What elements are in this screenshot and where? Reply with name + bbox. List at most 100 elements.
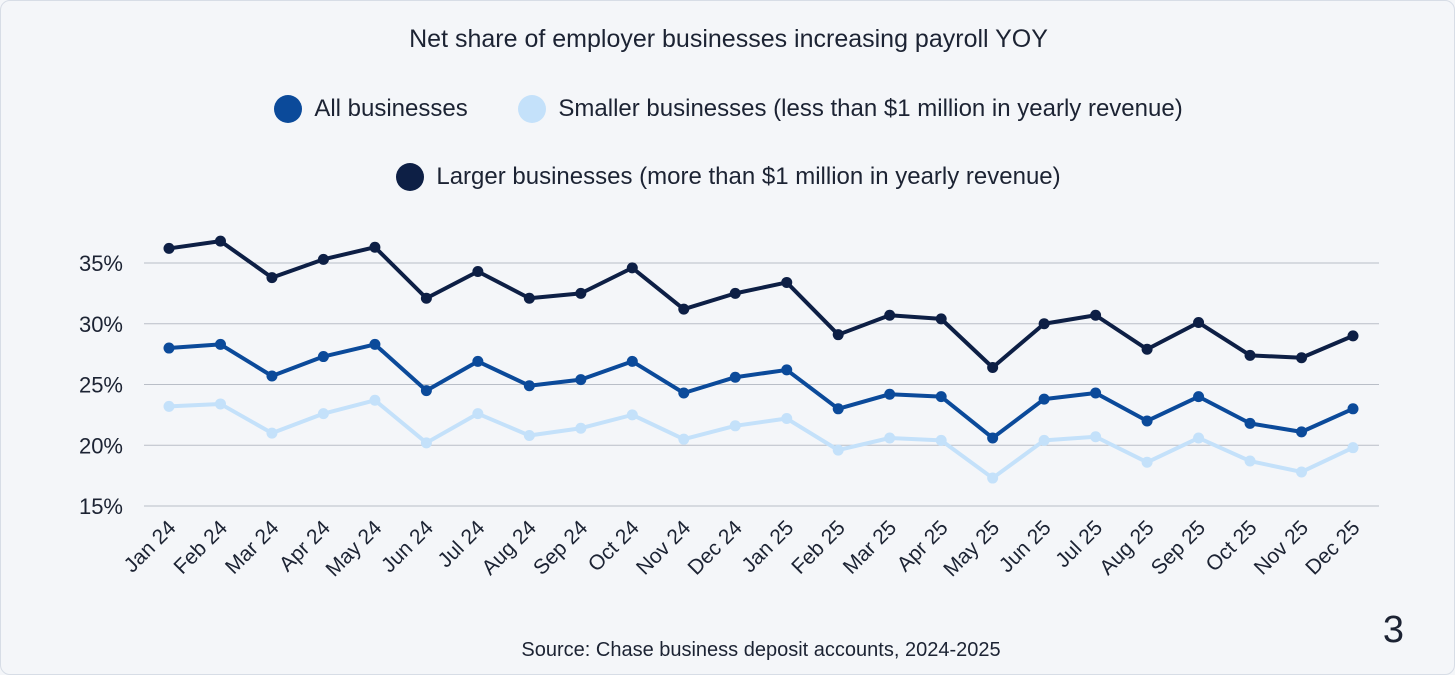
x-tick-label: Sep 24 [529,516,593,580]
series-2-point [626,262,638,274]
legend-item-smaller-businesses: Smaller businesses (less than $1 million… [518,95,1183,123]
series-0-point [987,432,999,444]
y-tick-label-25: 25% [79,373,123,398]
series-0-point [884,388,896,400]
series-2-point [214,235,226,247]
series-0-point [317,351,329,363]
series-1-point [1296,466,1308,478]
series-2-point [369,241,381,253]
legend-row-1: All businesses Smaller businesses (less … [1,95,1454,130]
page-number: 3 [1382,609,1404,651]
x-tick-label: Aug 24 [478,516,542,580]
legend-item-all-businesses: All businesses [274,95,468,123]
series-2-point [1347,330,1359,342]
series-0-point [420,385,432,397]
y-tick-label-30: 30% [79,312,123,337]
legend-label-larger-businesses: Larger businesses (more than $1 million … [436,163,1061,190]
series-0-point [575,374,587,386]
series-1-point [678,433,690,445]
series-1-point [575,422,587,434]
x-tick-label: May 24 [321,516,386,581]
series-2-point [575,287,587,299]
series-1-point [1347,442,1359,454]
series-2-point [987,361,999,373]
series-0-point [935,391,947,403]
legend-label-all-businesses: All businesses [314,95,468,122]
series-2-point [1141,343,1153,355]
x-tick-label: Nov 24 [632,516,696,580]
y-tick-label-20: 20% [79,433,123,458]
series-2-point [832,329,844,341]
x-tick-label: Jun 24 [377,516,438,577]
series-0-point [626,355,638,367]
series-2-point [1090,309,1102,321]
x-tick-label: Jun 25 [995,516,1056,577]
series-2-point [163,242,175,254]
x-tick-label: Nov 25 [1250,516,1313,579]
series-2-point [1296,352,1308,364]
series-1-point [214,398,226,410]
series-2-point [1038,318,1050,330]
legend-dot-all-businesses [274,95,303,123]
series-2-point [781,276,793,288]
series-2-point [472,266,484,278]
series-2-point [1244,349,1256,361]
x-tick-label: Dec 24 [683,516,747,580]
series-0-point [1347,403,1359,415]
series-0-point [1193,391,1205,403]
series-2-point [884,309,896,321]
series-0-point [678,387,690,399]
series-0-point [781,364,793,376]
series-line-1 [167,398,1355,481]
series-1-point [369,394,381,406]
series-0-point [1141,415,1153,427]
series-1-point [832,444,844,456]
source-note: Source: Chase business deposit accounts,… [521,639,1001,661]
series-0-point [523,380,535,392]
series-2-point [317,253,329,265]
series-1-point [1090,431,1102,443]
x-tick-label: Feb 25 [787,516,850,579]
x-tick-label: May 25 [939,516,1004,581]
series-1-point [935,434,947,446]
series-0-point [214,338,226,350]
series-1-point [1193,432,1205,444]
series-1-point [884,432,896,444]
x-tick-label: Feb 24 [170,516,233,579]
series-1-point [420,437,432,449]
series-1-point [987,472,999,484]
series-0-point [1090,387,1102,399]
series-1-point [523,430,535,442]
series-1-point [781,413,793,425]
series-2-point [420,292,432,304]
series-2-point [266,272,278,284]
chart-title: Net share of employer businesses increas… [409,25,1048,53]
series-0-point [1244,417,1256,429]
x-tick-label: Aug 25 [1095,516,1158,579]
series-line-0 [167,342,1355,440]
legend-dot-smaller-businesses [518,95,547,123]
series-1-point [1038,434,1050,446]
x-tick-label: Mar 25 [839,516,901,578]
series-2-point [678,303,690,315]
series-0-point [369,338,381,350]
series-0-point [163,342,175,354]
x-tick-label: Mar 24 [221,516,284,579]
x-tick-label: Jan 24 [120,516,181,577]
legend-item-larger-businesses: Larger businesses (more than $1 million … [396,163,1061,191]
series-line-2 [167,239,1355,370]
series-0-point [832,403,844,415]
series-0-point [729,371,741,383]
series-2-point [729,287,741,299]
series-1-point [1244,455,1256,467]
series-0-point [1296,426,1308,438]
series-2-point [1193,317,1205,329]
y-tick-label-15: 15% [79,494,123,519]
series-0-point [266,370,278,382]
legend-dot-larger-businesses [396,163,425,191]
series-0-point [472,355,484,367]
series-1-point [1141,456,1153,468]
series-1-point [266,427,278,439]
